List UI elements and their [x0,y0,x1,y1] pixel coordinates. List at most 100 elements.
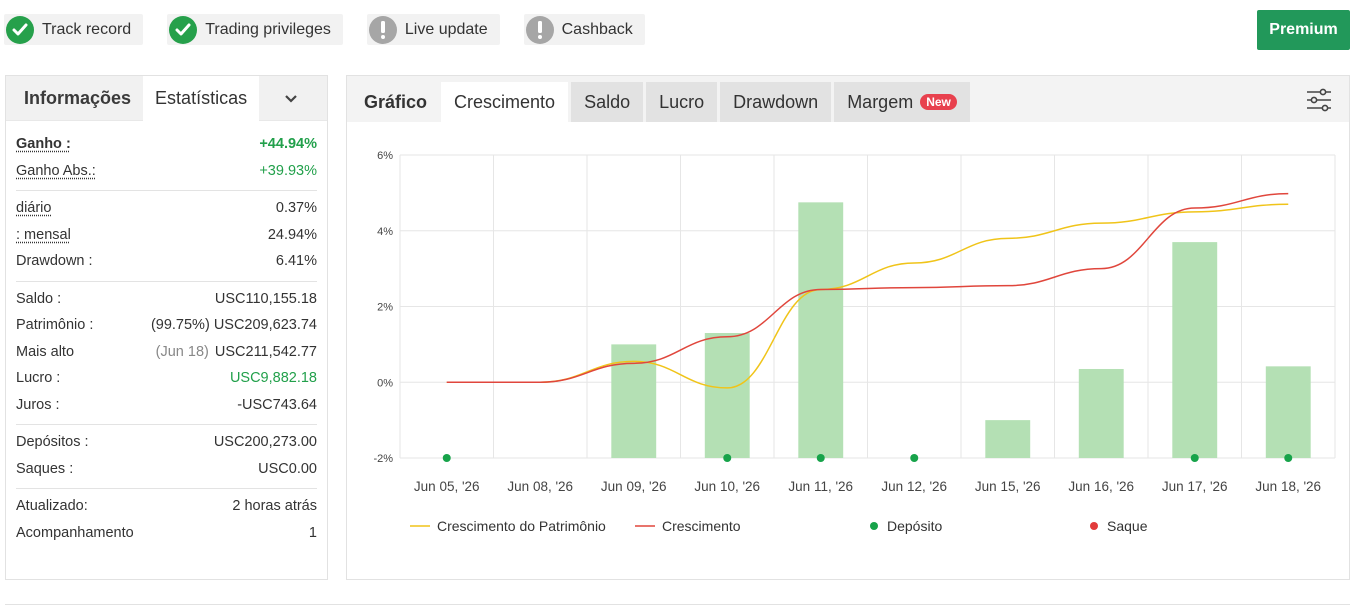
stat-value: USC110,155.18 [214,290,317,307]
x-tick-label: Jun 08, '26 [507,479,573,494]
legend-swatch [1090,522,1098,530]
tab-drawdown[interactable]: Drawdown [720,82,832,122]
badge-live-update[interactable]: Live update [366,14,500,45]
divider [5,604,1350,605]
x-tick-label: Jun 10, '26 [694,479,760,494]
stat-label[interactable]: Ganho : [16,136,71,153]
stat-highest: Mais alto (Jun 18) USC211,542.77 [16,339,317,366]
stat-updated: Atualizado: 2 horas atrás [16,493,317,520]
bar [1172,242,1218,458]
tab-saldo[interactable]: Saldo [571,82,644,122]
x-tick-label: Jun 18, '26 [1255,479,1321,494]
y-tick-label: 6% [377,150,393,162]
growth-line [446,192,1289,384]
x-tick-label: Jun 11, '26 [788,479,853,494]
stat-label: Juros : [16,396,60,413]
tab-informacoes[interactable]: Informações [24,88,132,108]
stat-profit: Lucro : USC9,882.18 [16,365,317,392]
stat-value: 0.37% [275,200,317,217]
y-tick-label: 4% [377,226,393,238]
stat-label[interactable]: diário [16,200,52,217]
y-tick-label: 0% [377,377,393,389]
legend-label: Saque [1107,518,1148,534]
growth-chart[interactable]: 6% 4% 2% 0% -2% Jun 05, '26 Jun 08, '26 Jun 09,… [347,122,1349,579]
stat-value: +39.93% [259,162,317,179]
sliders-icon[interactable] [1305,86,1333,114]
deposit-point [723,454,732,462]
check-icon [6,15,34,44]
stat-value: USC209,623.74 [213,317,317,334]
tab-margem[interactable]: Margem New [834,82,970,122]
stat-value: USC200,273.00 [213,434,317,451]
equity-growth-line [446,203,1289,389]
stat-highest-date: (Jun 18) [155,343,209,360]
chart-panel: Gráfico Crescimento Saldo Lucro Drawdown… [346,75,1350,580]
badge-label: Cashback [561,20,633,38]
stat-value: 24.94% [267,226,317,243]
stat-label[interactable]: Ganho Abs.: [16,162,96,179]
deposit-point [442,454,451,462]
badge-label: Track record [42,20,132,38]
y-tick-label: 2% [377,302,393,314]
deposit-point [1284,454,1293,462]
stat-deposits: Depósitos : USC200,273.00 [16,429,317,456]
exclamation-icon [525,15,554,44]
stat-label: Lucro : [16,370,61,387]
stat-label: Patrimônio : [16,317,94,334]
badge-label: Live update [404,20,488,38]
stats-tabs: Informações Estatísticas [6,76,327,121]
x-tick-label: Jun 05, '26 [414,479,480,494]
legend-label: Crescimento [662,518,741,534]
stat-label[interactable]: : mensal [16,226,71,243]
x-tick-label: Jun 09, '26 [601,479,667,494]
stats-group-account: Saldo : USC110,155.18 Patrimônio : (99.75%… [16,282,317,425]
deposit-point [1190,454,1199,462]
stats-panel: Informações Estatísticas Ganho : +44.94% … [5,75,328,580]
trust-badges: Track record Trading privileges Live upd… [4,14,645,45]
check-icon [169,15,198,44]
stat-value: -USC743.64 [237,396,317,413]
new-badge: New [920,94,957,110]
bar [1265,366,1311,458]
x-tick-label: Jun 15, '26 [975,479,1041,494]
badge-cashback[interactable]: Cashback [523,14,645,45]
stat-equity: Patrimônio : (99.75%) USC209,623.74 [16,312,317,339]
premium-button[interactable]: Premium [1257,10,1350,50]
stat-label: Atualizado: [16,498,88,515]
bar [985,420,1031,458]
stat-interest: Juros : -USC743.64 [16,392,317,419]
stat-value: 2 horas atrás [232,498,317,515]
deposit-point [816,454,825,462]
exclamation-icon [368,15,397,44]
stats-group-meta: Atualizado: 2 horas atrás Acompanhamento 1 [16,489,317,552]
more-tabs-dropdown[interactable] [267,76,315,121]
legend-label: Crescimento do Patrimônio [437,518,606,534]
badge-trading-privileges[interactable]: Trading privileges [167,14,343,45]
stat-gain: Ganho : +44.94% [16,131,317,158]
stat-drawdown: Drawdown : 6.41% [16,248,317,275]
stat-balance: Saldo : USC110,155.18 [16,286,317,313]
x-tick-label: Jun 17, '26 [1162,479,1228,494]
chart-section-title: Gráfico [364,91,428,112]
stat-label: Mais alto [16,343,75,360]
chevron-down-icon [285,94,297,103]
x-tick-label: Jun 12, '26 [881,479,947,494]
stat-value: USC0.00 [258,460,317,477]
bar [798,202,844,458]
stat-followers: Acompanhamento 1 [16,520,317,547]
stat-gain-abs: Ganho Abs.: +39.93% [16,158,317,185]
stats-group-rates: diário 0.37% : mensal 24.94% Drawdown : 6.4… [16,191,317,282]
stat-equity-percent: (99.75%) [150,317,210,334]
tab-crescimento[interactable]: Crescimento [441,82,569,122]
chart-tabs: Gráfico Crescimento Saldo Lucro Drawdown… [347,76,1349,122]
tab-lucro[interactable]: Lucro [646,82,718,122]
tab-estatisticas[interactable]: Estatísticas [143,76,260,121]
bar [1078,368,1124,458]
stat-value: USC211,542.77 [214,343,317,360]
stat-label: Saldo : [16,290,62,307]
badge-track-record[interactable]: Track record [4,14,144,45]
stat-label: Saques : [16,460,74,477]
stat-value: USC9,882.18 [229,370,317,387]
stat-label: Acompanhamento [16,524,134,541]
stats-group-gain: Ganho : +44.94% Ganho Abs.: +39.93% [16,127,317,191]
